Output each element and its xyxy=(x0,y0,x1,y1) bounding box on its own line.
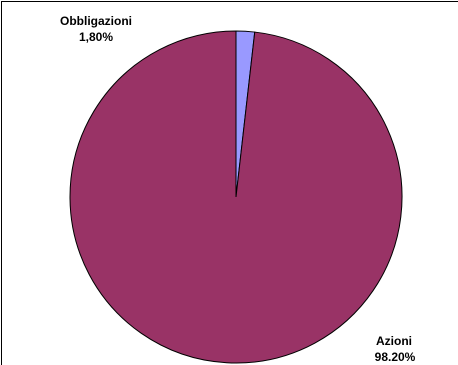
pie-labels: Obbligazioni 1,80% Azioni 98.20% xyxy=(60,14,416,364)
slice-label-azioni-value: 98.20% xyxy=(375,350,416,364)
pie-slice-azioni xyxy=(69,30,403,364)
slice-label-azioni-name: Azioni xyxy=(376,334,412,348)
slice-label-obbligazioni-name: Obbligazioni xyxy=(60,14,132,28)
pie-slices xyxy=(69,30,403,364)
slice-label-obbligazioni-value: 1,80% xyxy=(79,30,113,44)
